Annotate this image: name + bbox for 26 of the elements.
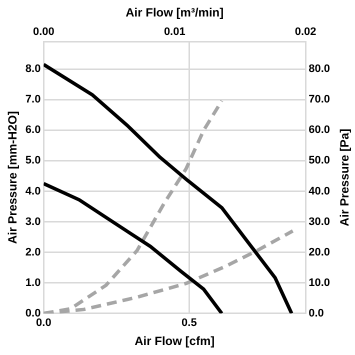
y-tick-label: 1.0 [25,276,41,289]
y-tick-label: 5.0 [25,154,41,167]
y-axis-title: Air Pressure [mm-H2O] [6,111,20,244]
y-tick-label: 3.0 [25,216,41,228]
y2-tick-label: 80.0 [308,63,330,76]
y-tick-label: 8.0 [25,63,41,76]
x-axis-title: Air Flow [cfm] [134,334,215,348]
y2-tick-label: 10.0 [308,276,330,289]
y-tick-label: 6.0 [25,124,41,136]
y2-axis-title: Air Pressure [Pa] [337,128,352,226]
y2-tick-label: 30.0 [308,216,330,228]
x2-tick-label: 0.02 [294,26,316,38]
y2-tick-label: 40.0 [308,185,330,198]
y2-tick-label: 70.0 [308,94,330,106]
x-tick-label: 0.5 [182,317,197,330]
y-tick-label: 4.0 [25,185,41,198]
y-tick-label: 0.0 [25,307,41,320]
y2-tick-label: 50.0 [308,154,330,167]
y-tick-label: 2.0 [25,246,41,258]
x2-tick-label: 0.00 [32,26,54,38]
y2-tick-label: 0.0 [308,307,324,320]
x2-axis-title: Air Flow [m³/min] [126,6,224,20]
x2-tick-label: 0.01 [164,26,186,38]
y2-tick-label: 20.0 [308,246,330,258]
y2-tick-label: 60.0 [308,124,330,136]
y-tick-label: 7.0 [25,94,41,106]
